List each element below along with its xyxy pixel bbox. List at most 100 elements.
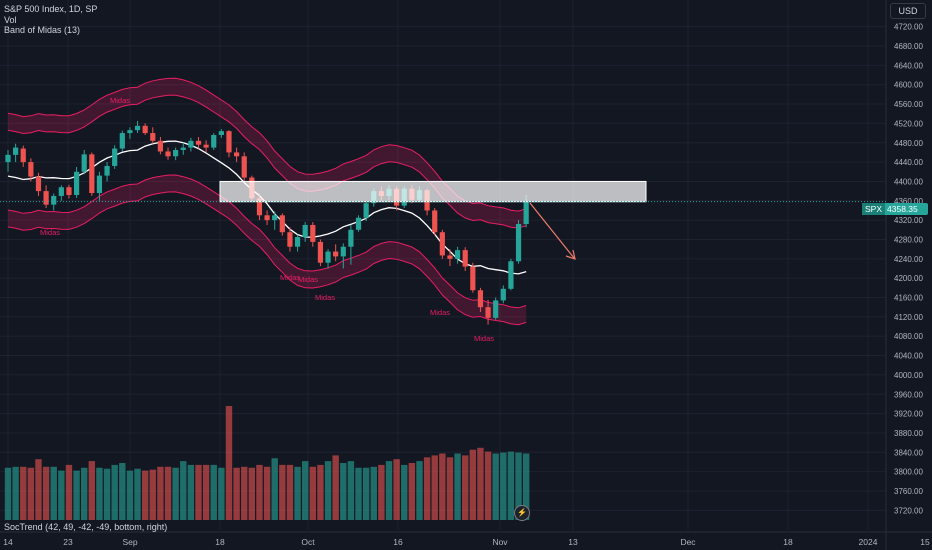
indicator-label[interactable]: Band of Midas (13) [4,25,81,35]
candle-body [508,261,514,289]
candle-body [226,131,232,153]
resistance-box [219,180,647,203]
volume-bar [332,455,339,520]
volume-bar [65,464,73,520]
x-tick-label: 13 [568,537,578,547]
candle-body [256,198,263,216]
candle-body [157,140,163,152]
x-tick-label: 18 [783,537,793,547]
candle-body [180,147,186,151]
candle-body [112,148,118,166]
volume-bar [431,455,438,520]
candle-body [5,154,11,163]
y-tick-label: 4080.00 [894,332,923,341]
candle-body [127,130,133,134]
volume-bar [42,466,50,520]
volume-bar [324,461,332,520]
candle-body [203,144,209,148]
volume-bar [416,461,423,520]
volume-bar [477,447,484,520]
y-tick-label: 3840.00 [894,448,923,457]
candle-body [287,232,293,247]
upper-band-fill [8,78,527,228]
candle-body [333,251,339,257]
volume-bar [157,466,164,520]
midas-annotation: Midas [474,334,494,343]
volume-bar [309,466,316,520]
lightning-icon[interactable]: ⚡ [514,505,530,521]
candle-body [13,147,19,155]
candle-body [523,201,529,225]
candle-body [462,250,468,267]
candle-body [35,176,42,192]
candle-body [272,215,278,221]
price-tag-symbol: SPX [862,203,886,215]
soctrend-label[interactable]: SocTrend (42, 49, -42, -49, bottom, righ… [4,522,168,532]
volume-bar [172,467,179,520]
midas-annotation: Midas [40,228,60,237]
volume-bar [50,466,57,520]
candle-body [142,125,148,134]
volume-bar [73,470,80,520]
candle-body [73,171,80,195]
y-tick-label: 4320.00 [894,216,923,225]
x-tick-label: Oct [301,537,315,547]
volume-bar [340,463,347,520]
candle-body [218,131,224,136]
x-tick-label: 18 [215,537,225,547]
y-tick-label: 4040.00 [894,352,923,361]
currency-button[interactable]: USD [890,3,926,19]
chart-legend: S&P 500 Index, 1D, SP Vol Band of Midas … [4,4,97,36]
candle-body [81,154,87,172]
vol-label[interactable]: Vol [4,14,17,25]
candle-body [454,250,461,259]
volume-bar [180,461,187,520]
volume-bar [195,464,202,520]
symbol-line[interactable]: S&P 500 Index, 1D, SP [4,4,98,14]
candle-body [241,156,247,178]
volume-bar [370,466,377,520]
candle-body [340,246,346,257]
y-tick-label: 4440.00 [894,158,923,167]
volume-bar [241,466,248,520]
volume-bar [58,470,65,520]
volume-bar [248,467,256,520]
candle-body [325,251,331,263]
candle-body [96,175,103,194]
x-tick-label: 16 [393,537,403,547]
volume-bar [271,458,278,520]
y-tick-label: 4680.00 [894,42,923,51]
volume-bar [385,461,393,520]
volume-bar [462,455,469,520]
y-tick-label: 3920.00 [894,410,923,419]
volume-bar [378,464,385,520]
volume-bar [484,451,492,520]
y-tick-label: 4280.00 [894,235,923,244]
volume-bar [362,467,370,520]
volume-bar [134,468,141,520]
y-tick-label: 4200.00 [894,274,923,283]
candle-body [500,288,506,301]
volume-bar [96,467,103,520]
candle-body [173,150,179,157]
candle-body [51,195,57,205]
midas-annotation: Midas [430,308,450,317]
y-tick-label: 4400.00 [894,177,923,186]
volume-bar [27,467,35,520]
y-tick-label: 4360.00 [894,197,923,206]
candle-body [485,307,491,318]
volume-bar [126,470,134,520]
x-tick-label: 15 [920,537,930,547]
candle-body [150,133,156,141]
volume-bar [294,466,301,520]
candle-body [264,215,270,221]
candle-body [302,224,308,238]
lower-band-line [7,174,527,309]
volume-bar [347,461,355,520]
candle-body [432,210,438,233]
volume-bar [149,469,156,520]
price-tag-value: 4358.35 [887,204,918,214]
last-price-tag: SPX 4358.35 [862,203,928,215]
volume-bar [88,461,96,520]
